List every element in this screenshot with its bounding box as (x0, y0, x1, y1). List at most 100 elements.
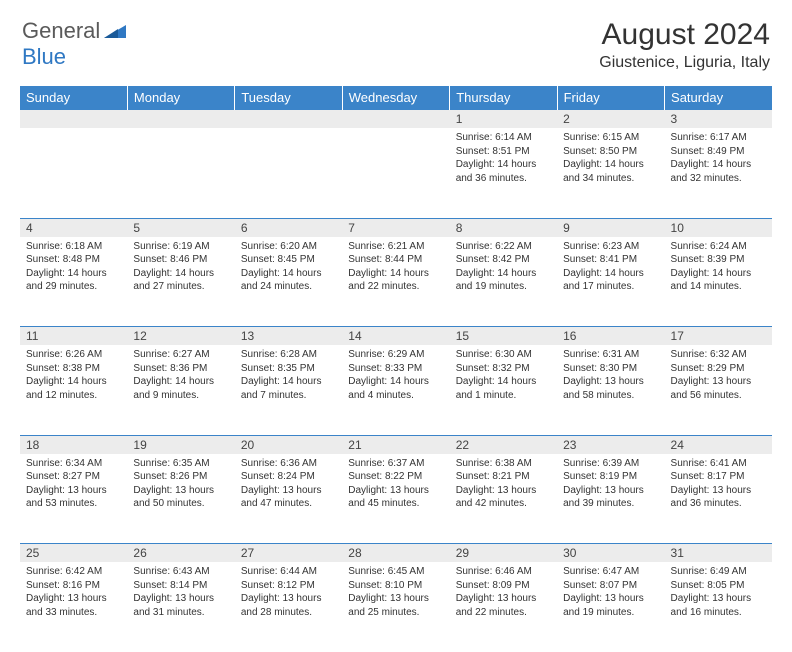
day-number: 8 (450, 219, 557, 237)
day-number: 7 (342, 219, 449, 237)
day-cell: Sunrise: 6:38 AMSunset: 8:21 PMDaylight:… (450, 454, 557, 544)
day-number-cell: 24 (665, 435, 772, 454)
day-number-cell: 31 (665, 544, 772, 563)
day-number-cell: 28 (342, 544, 449, 563)
day-cell: Sunrise: 6:26 AMSunset: 8:38 PMDaylight:… (20, 345, 127, 435)
day-cell-body: Sunrise: 6:22 AMSunset: 8:42 PMDaylight:… (450, 237, 557, 300)
day-cell-body (20, 128, 127, 137)
day-cell-body: Sunrise: 6:29 AMSunset: 8:33 PMDaylight:… (342, 345, 449, 408)
day-number-cell: 13 (235, 327, 342, 346)
day-cell: Sunrise: 6:47 AMSunset: 8:07 PMDaylight:… (557, 562, 664, 652)
day-number: 1 (450, 110, 557, 128)
day-number-cell: 16 (557, 327, 664, 346)
day-body-row: Sunrise: 6:18 AMSunset: 8:48 PMDaylight:… (20, 237, 772, 327)
day-cell-body (127, 128, 234, 137)
day-header: Tuesday (235, 86, 342, 110)
day-number: 21 (342, 436, 449, 454)
day-cell: Sunrise: 6:20 AMSunset: 8:45 PMDaylight:… (235, 237, 342, 327)
day-cell: Sunrise: 6:46 AMSunset: 8:09 PMDaylight:… (450, 562, 557, 652)
day-cell: Sunrise: 6:28 AMSunset: 8:35 PMDaylight:… (235, 345, 342, 435)
day-header: Friday (557, 86, 664, 110)
day-number-row: 25262728293031 (20, 544, 772, 563)
day-cell: Sunrise: 6:36 AMSunset: 8:24 PMDaylight:… (235, 454, 342, 544)
day-cell: Sunrise: 6:29 AMSunset: 8:33 PMDaylight:… (342, 345, 449, 435)
day-number: 3 (665, 110, 772, 128)
day-number-cell: 17 (665, 327, 772, 346)
day-cell: Sunrise: 6:45 AMSunset: 8:10 PMDaylight:… (342, 562, 449, 652)
day-cell-body: Sunrise: 6:34 AMSunset: 8:27 PMDaylight:… (20, 454, 127, 517)
day-cell: Sunrise: 6:27 AMSunset: 8:36 PMDaylight:… (127, 345, 234, 435)
day-cell-body (235, 128, 342, 137)
day-cell: Sunrise: 6:30 AMSunset: 8:32 PMDaylight:… (450, 345, 557, 435)
day-number-cell: 15 (450, 327, 557, 346)
day-cell-body: Sunrise: 6:45 AMSunset: 8:10 PMDaylight:… (342, 562, 449, 625)
day-cell: Sunrise: 6:19 AMSunset: 8:46 PMDaylight:… (127, 237, 234, 327)
day-number: 4 (20, 219, 127, 237)
day-number: 28 (342, 544, 449, 562)
day-number-cell: 20 (235, 435, 342, 454)
day-number: 19 (127, 436, 234, 454)
day-number-row: 123 (20, 110, 772, 129)
day-number-cell: 6 (235, 218, 342, 237)
calendar-body: 123Sunrise: 6:14 AMSunset: 8:51 PMDaylig… (20, 110, 772, 652)
day-number-row: 18192021222324 (20, 435, 772, 454)
day-cell: Sunrise: 6:35 AMSunset: 8:26 PMDaylight:… (127, 454, 234, 544)
day-header: Sunday (20, 86, 127, 110)
day-header-row: Sunday Monday Tuesday Wednesday Thursday… (20, 86, 772, 110)
day-cell-body: Sunrise: 6:41 AMSunset: 8:17 PMDaylight:… (665, 454, 772, 517)
day-number: 18 (20, 436, 127, 454)
day-body-row: Sunrise: 6:34 AMSunset: 8:27 PMDaylight:… (20, 454, 772, 544)
day-cell: Sunrise: 6:42 AMSunset: 8:16 PMDaylight:… (20, 562, 127, 652)
day-cell-body: Sunrise: 6:42 AMSunset: 8:16 PMDaylight:… (20, 562, 127, 625)
day-cell: Sunrise: 6:41 AMSunset: 8:17 PMDaylight:… (665, 454, 772, 544)
day-number-cell: 19 (127, 435, 234, 454)
day-cell: Sunrise: 6:18 AMSunset: 8:48 PMDaylight:… (20, 237, 127, 327)
day-number-cell: 2 (557, 110, 664, 129)
day-number: 16 (557, 327, 664, 345)
day-body-row: Sunrise: 6:14 AMSunset: 8:51 PMDaylight:… (20, 128, 772, 218)
day-number: 27 (235, 544, 342, 562)
day-number-cell: 22 (450, 435, 557, 454)
day-number: 5 (127, 219, 234, 237)
day-number-cell: 9 (557, 218, 664, 237)
day-number-cell: 23 (557, 435, 664, 454)
day-cell: Sunrise: 6:21 AMSunset: 8:44 PMDaylight:… (342, 237, 449, 327)
day-number: 17 (665, 327, 772, 345)
day-header: Thursday (450, 86, 557, 110)
day-cell (127, 128, 234, 218)
day-cell-body: Sunrise: 6:38 AMSunset: 8:21 PMDaylight:… (450, 454, 557, 517)
day-number: 11 (20, 327, 127, 345)
day-cell: Sunrise: 6:24 AMSunset: 8:39 PMDaylight:… (665, 237, 772, 327)
day-cell-body: Sunrise: 6:36 AMSunset: 8:24 PMDaylight:… (235, 454, 342, 517)
day-cell-body: Sunrise: 6:27 AMSunset: 8:36 PMDaylight:… (127, 345, 234, 408)
brand-logo: General (22, 18, 128, 44)
day-cell-body: Sunrise: 6:23 AMSunset: 8:41 PMDaylight:… (557, 237, 664, 300)
day-cell-body: Sunrise: 6:37 AMSunset: 8:22 PMDaylight:… (342, 454, 449, 517)
day-cell (20, 128, 127, 218)
day-number: 12 (127, 327, 234, 345)
day-number-cell: 30 (557, 544, 664, 563)
day-cell-body: Sunrise: 6:21 AMSunset: 8:44 PMDaylight:… (342, 237, 449, 300)
day-number-cell (127, 110, 234, 129)
brand-part1: General (22, 18, 100, 44)
day-cell: Sunrise: 6:49 AMSunset: 8:05 PMDaylight:… (665, 562, 772, 652)
day-number-cell: 21 (342, 435, 449, 454)
day-cell-body: Sunrise: 6:39 AMSunset: 8:19 PMDaylight:… (557, 454, 664, 517)
day-cell (342, 128, 449, 218)
day-cell: Sunrise: 6:44 AMSunset: 8:12 PMDaylight:… (235, 562, 342, 652)
day-cell-body: Sunrise: 6:17 AMSunset: 8:49 PMDaylight:… (665, 128, 772, 191)
day-cell: Sunrise: 6:14 AMSunset: 8:51 PMDaylight:… (450, 128, 557, 218)
day-cell: Sunrise: 6:15 AMSunset: 8:50 PMDaylight:… (557, 128, 664, 218)
day-number: 6 (235, 219, 342, 237)
day-cell-body: Sunrise: 6:24 AMSunset: 8:39 PMDaylight:… (665, 237, 772, 300)
day-number: 15 (450, 327, 557, 345)
day-cell-body (342, 128, 449, 137)
day-header: Monday (127, 86, 234, 110)
day-number: 29 (450, 544, 557, 562)
day-number-cell: 18 (20, 435, 127, 454)
day-number-cell: 25 (20, 544, 127, 563)
location-subtitle: Giustenice, Liguria, Italy (599, 54, 770, 72)
day-number-cell: 27 (235, 544, 342, 563)
calendar-table: Sunday Monday Tuesday Wednesday Thursday… (20, 86, 772, 652)
day-cell-body: Sunrise: 6:19 AMSunset: 8:46 PMDaylight:… (127, 237, 234, 300)
